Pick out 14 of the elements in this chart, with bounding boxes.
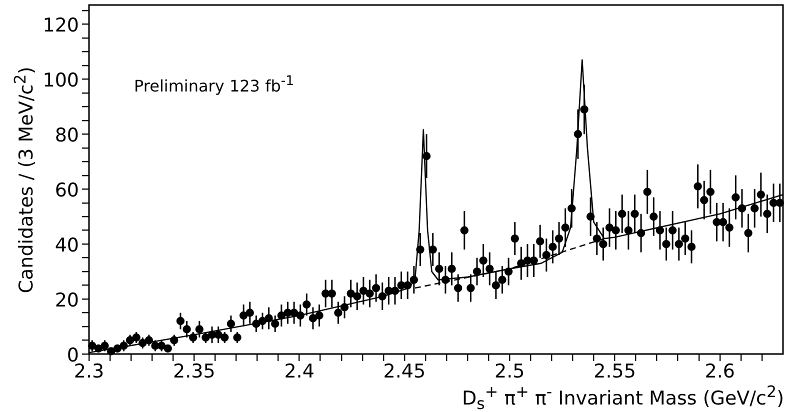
y-tick-label: 40 <box>54 234 79 257</box>
x-tick-label: 2.4 <box>284 360 314 382</box>
y-tick-label: 80 <box>54 124 79 147</box>
y-tick-label: 120 <box>42 14 79 37</box>
text: D$_{s}$$^{+}$ π$^{+}$ π$^{-}$ Invariant Mass (GeV/c$^{2}$) <box>462 382 784 412</box>
y-tick-label: 60 <box>54 180 79 202</box>
annotation: Preliminary 123 fb$^{-1}$ <box>134 74 294 96</box>
x-tick-label: 2.55 <box>594 360 636 382</box>
y-tick-label: 100 <box>42 70 79 92</box>
x-tick-label: 2.5 <box>494 360 525 382</box>
y-tick-label: 20 <box>54 290 79 312</box>
x-tick-label: 2.35 <box>172 360 216 382</box>
x-tick-label: 2.45 <box>383 360 426 382</box>
x-tick-label: 2.6 <box>704 360 736 382</box>
